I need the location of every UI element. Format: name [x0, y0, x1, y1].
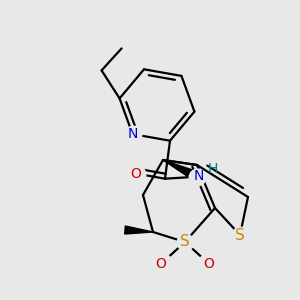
- Text: N: N: [128, 127, 138, 141]
- Text: N: N: [194, 169, 204, 183]
- Text: S: S: [235, 227, 245, 242]
- Text: S: S: [180, 235, 190, 250]
- Text: O: O: [130, 167, 141, 181]
- Text: H: H: [208, 162, 218, 176]
- Text: O: O: [204, 257, 214, 271]
- Polygon shape: [125, 226, 153, 234]
- Polygon shape: [163, 160, 199, 181]
- Text: O: O: [156, 257, 167, 271]
